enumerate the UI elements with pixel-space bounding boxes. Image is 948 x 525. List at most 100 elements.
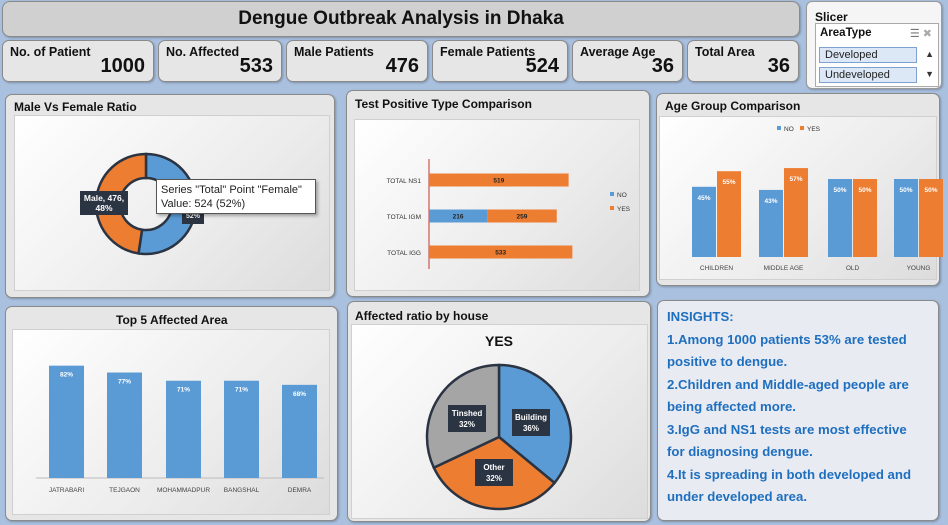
chart-title: Age Group Comparison (665, 99, 801, 113)
insights-heading: INSIGHTS: (667, 309, 734, 324)
slicer-title: Slicer (815, 10, 848, 24)
bar-no (828, 179, 852, 257)
data-label: 259 (517, 214, 528, 221)
kpi-value: 524 (525, 55, 559, 77)
legend-label: YES (617, 206, 631, 213)
data-label: 45% (697, 195, 710, 202)
age-group-panel[interactable]: Age Group Comparison 45% 55% CHILDREN 43% 57… (656, 93, 943, 286)
legend-swatch (777, 126, 781, 130)
data-label: 32% (459, 420, 475, 429)
data-label: 71% (235, 387, 248, 394)
insight-line: 4.It is spreading in both developed and (667, 466, 912, 482)
data-label: 43% (764, 198, 777, 205)
category-label: BANGSHAL (224, 487, 260, 494)
data-label: 50% (899, 187, 912, 194)
kpi-value: 476 (385, 55, 419, 77)
data-label: 533 (495, 250, 506, 257)
bar-no (429, 209, 488, 223)
age-group-bar-chart: 45% 55% CHILDREN 43% 57% MIDDLE AGE 50% 50% OLD 5… (692, 126, 943, 272)
category-label: TOTAL IGM (387, 214, 421, 221)
legend-label: YES (807, 126, 821, 133)
house-ratio-panel[interactable]: Affected ratio by house YES Building 36% O… (347, 301, 651, 522)
bar-yes (487, 209, 557, 223)
insights-panel: INSIGHTS: 1.Among 1000 patients 53% are t… (657, 300, 939, 521)
slicer-panel: Slicer AreaType ☰ ✖ Developed Undevelope… (806, 1, 942, 89)
slicer-item-undeveloped[interactable]: Undeveloped (819, 67, 917, 83)
data-label: 71% (177, 387, 190, 394)
bar (282, 384, 317, 478)
chart-title: Test Positive Type Comparison (355, 97, 532, 111)
data-label-box (512, 409, 550, 436)
top-areas-panel[interactable]: Top 5 Affected Area 82% JATRABARI 77% TEJGA… (5, 306, 338, 521)
data-label: 82% (60, 372, 73, 379)
bar-no (759, 189, 783, 257)
legend-label: NO (617, 192, 627, 199)
data-label: Tinshed (452, 409, 483, 418)
slicer-header: AreaType (820, 27, 872, 39)
legend-swatch (800, 126, 804, 130)
data-label: 55% (722, 179, 735, 186)
bar (224, 380, 259, 478)
bar-yes (429, 245, 573, 259)
pie-inner-title: YES (485, 333, 514, 349)
bar-yes (717, 171, 741, 257)
legend-label: NO (784, 126, 794, 133)
kpi-label: Female Patients (440, 45, 536, 59)
bar (107, 372, 142, 478)
slicer-item-developed[interactable]: Developed (819, 47, 917, 63)
data-label: 68% (293, 391, 306, 398)
kpi-card-female: Female Patients 524 (432, 40, 568, 82)
insight-line: positive to dengue. (667, 354, 788, 369)
top-areas-bar-chart: 82% JATRABARI 77% TEJGAON 71% MOHAMMADPUR 71% B… (36, 365, 324, 494)
insight-line: being affected more. (667, 399, 796, 414)
bar (166, 380, 201, 478)
category-label: YOUNG (907, 265, 931, 272)
bar (49, 365, 84, 478)
insight-line: 2.Children and Middle-aged people are (667, 376, 909, 392)
chart-title: Affected ratio by house (355, 309, 489, 323)
bar-yes (853, 179, 877, 257)
category-label: MOHAMMADPUR (157, 487, 210, 494)
data-label: 36% (523, 424, 539, 433)
chart-title: Male Vs Female Ratio (14, 100, 137, 114)
legend-swatch (610, 206, 614, 210)
dashboard-title-bar: Dengue Outbreak Analysis in Dhaka (2, 1, 800, 37)
data-label: 77% (118, 379, 131, 386)
bar-yes (919, 179, 943, 257)
scroll-up-icon[interactable]: ▲ (925, 49, 934, 59)
bar-no (692, 186, 716, 257)
kpi-card-affected: No. Affected 533 (158, 40, 282, 82)
data-label: 216 (453, 214, 464, 221)
kpi-label: Male Patients (294, 45, 374, 59)
gender-ratio-panel[interactable]: Male Vs Female Ratio Male, 476, 48% 52% … (5, 94, 335, 298)
chart-tooltip: Series "Total" Point "Female" Value: 524… (156, 179, 316, 214)
clear-filter-icon[interactable]: ✖ (922, 28, 932, 40)
scroll-down-icon[interactable]: ▼ (925, 69, 934, 79)
kpi-card-male: Male Patients 476 (286, 40, 428, 82)
insight-line: for diagnosing dengue. (667, 444, 813, 459)
multi-select-icon[interactable]: ☰ (909, 28, 920, 40)
bar-yes (784, 168, 808, 257)
data-label: Building (515, 413, 547, 422)
male-data-label: Male, 476, 48% (80, 191, 128, 215)
dashboard-title: Dengue Outbreak Analysis in Dhaka (238, 8, 564, 29)
insight-line: 1.Among 1000 patients 53% are tested (667, 331, 907, 347)
kpi-value: 1000 (100, 55, 146, 77)
insight-line: under developed area. (667, 489, 807, 504)
slicer-areatype: AreaType ☰ ✖ Developed Undeveloped ▲ ▼ (815, 23, 939, 87)
data-label: 57% (789, 176, 802, 183)
data-label: 50% (858, 187, 871, 194)
kpi-card-total-area: Total Area 36 (687, 40, 799, 82)
test-positive-panel[interactable]: Test Positive Type Comparison TOTAL NS10… (346, 90, 650, 297)
chart-title: Top 5 Affected Area (116, 313, 228, 327)
kpi-value: 36 (767, 55, 790, 77)
data-label-box (448, 405, 486, 432)
category-label: OLD (846, 265, 860, 272)
house-pie-chart: Building 36% Other 32% Tinshed 32% (425, 363, 573, 511)
category-label: TOTAL NS1 (386, 178, 421, 185)
category-label: TEJGAON (109, 487, 140, 494)
kpi-card-patients: No. of Patient 1000 (2, 40, 154, 82)
data-label: 50% (833, 187, 846, 194)
category-label: MIDDLE AGE (764, 265, 804, 272)
